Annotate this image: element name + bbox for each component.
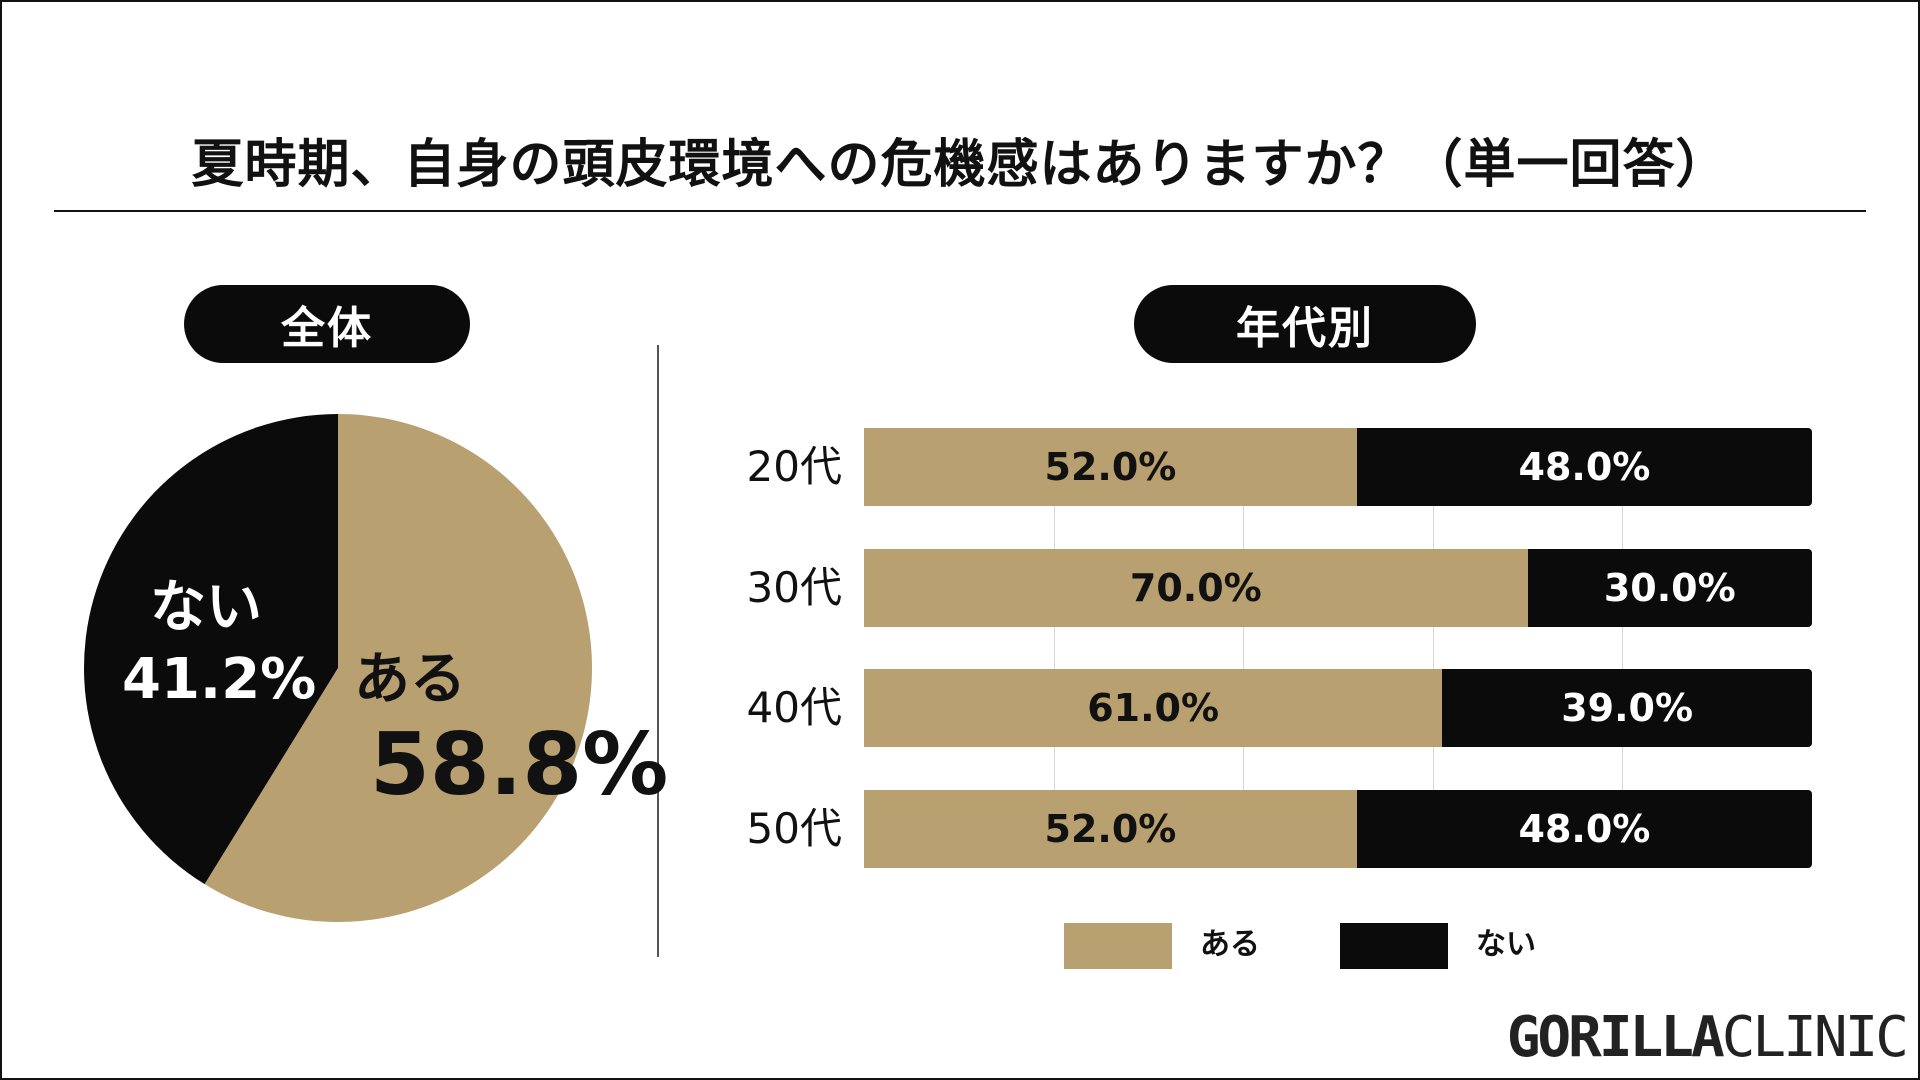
bar-segment-aru [864, 428, 1357, 506]
bar-value-label-nai: 48.0% [1518, 807, 1651, 851]
legend-label-aru: ある [1200, 927, 1260, 962]
bar-value-label-nai: 30.0% [1603, 566, 1736, 610]
bar-segment-nai [1356, 790, 1812, 868]
gridline [1622, 428, 1624, 868]
by-age-header-pill: 年代別 [1134, 285, 1476, 363]
bar-value-label-aru: 61.0% [1087, 686, 1220, 730]
pie-slice-aru [204, 414, 592, 922]
logo-bold-text: GORILLA [1506, 1005, 1725, 1070]
pie-slice-nai [83, 414, 338, 885]
section-divider [657, 345, 659, 957]
category-label: 30代 [746, 563, 842, 612]
pie-value-nai: 41.2% [122, 647, 317, 712]
bar-value-label-nai: 48.0% [1518, 445, 1651, 489]
overall-header-pill: 全体 [184, 285, 470, 363]
category-label: 20代 [746, 442, 842, 491]
pie-label-aru: ある [354, 647, 466, 712]
logo-light-text: CLINIC [1721, 1005, 1909, 1070]
bar-segment-aru [864, 790, 1357, 868]
gorilla-clinic-logo: GORILLA CLINIC [1507, 1005, 1909, 1070]
category-label: 40代 [746, 683, 842, 732]
legend-swatch-aru [1064, 923, 1172, 969]
bar-value-label-aru: 70.0% [1129, 566, 1262, 610]
bar-segment-nai [1527, 549, 1812, 627]
bar-value-label-nai: 39.0% [1561, 686, 1694, 730]
pie-label-nai: ない [150, 575, 262, 640]
chart-title: 夏時期、自身の頭皮環境への危機感はありますか？（単一回答） [191, 135, 1729, 195]
overall-header-label: 全体 [281, 303, 373, 354]
bar-segment-aru [864, 549, 1528, 627]
gridline [1243, 428, 1245, 868]
gridline [1053, 428, 1055, 868]
by-age-header-label: 年代別 [1236, 303, 1374, 354]
legend-label-nai: ない [1476, 927, 1536, 962]
bar-segment-nai [1356, 428, 1812, 506]
category-label: 50代 [746, 804, 842, 853]
title-underline [54, 210, 1866, 212]
bar-value-label-aru: 52.0% [1044, 445, 1177, 489]
pie-value-aru: 58.8% [370, 715, 669, 815]
gridline [1432, 428, 1434, 868]
bar-value-label-aru: 52.0% [1044, 807, 1177, 851]
legend-swatch-nai [1340, 923, 1448, 969]
bar-segment-aru [864, 669, 1443, 747]
bar-segment-nai [1442, 669, 1812, 747]
